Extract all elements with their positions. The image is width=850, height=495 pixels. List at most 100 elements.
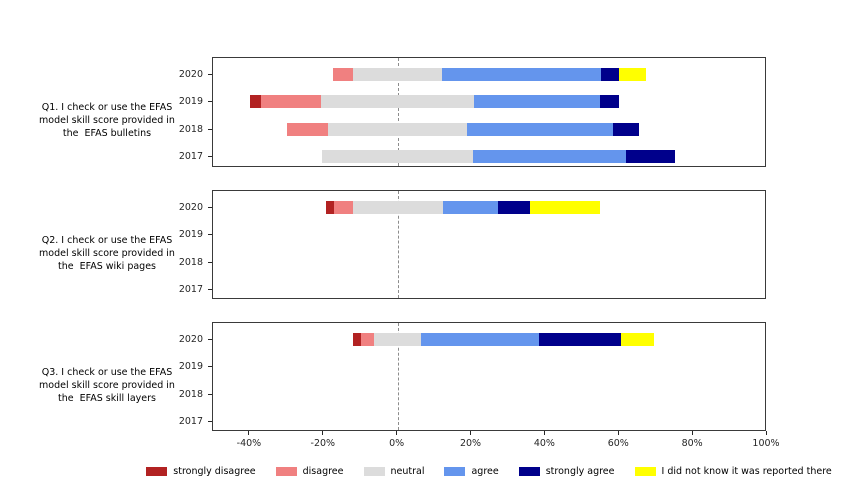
legend-label-disagree: disagree	[302, 465, 344, 477]
x-tick-label-40: 40%	[533, 438, 555, 449]
bar-segment-disagree	[260, 95, 321, 109]
bar-segment-disagree	[287, 122, 329, 136]
bar-segment-strongly_agree	[538, 333, 621, 346]
y-tick-label-2017: 2017	[178, 415, 203, 427]
x-tick-mark	[691, 431, 693, 435]
y-tick-label-2019: 2019	[178, 96, 203, 108]
y-tick-mark	[208, 207, 212, 208]
question-label-line: model skill score provided in	[39, 247, 175, 259]
bar-segment-strongly_agree	[497, 201, 531, 214]
x-tick-mark	[543, 431, 545, 435]
x-tick-label--40: -40%	[236, 438, 262, 449]
x-tick-label-0: 0%	[389, 438, 405, 449]
y-tick-mark	[208, 234, 212, 236]
bar-segment-agree	[442, 201, 498, 214]
bar-segment-agree	[474, 95, 600, 109]
question-label-line: the EFAS wiki pages	[57, 260, 157, 272]
x-tick-mark	[396, 431, 398, 435]
bar-segment-neutral	[374, 333, 422, 346]
x-tick-label-20: 20%	[459, 438, 482, 449]
legend-label-agree: agree	[471, 465, 499, 477]
bar-segment-agree	[473, 149, 626, 163]
y-tick-mark	[208, 393, 212, 395]
bar-segment-neutral	[322, 149, 473, 163]
legend-swatch-strongly_disagree	[146, 466, 168, 476]
question-label-line: the EFAS skill layers	[58, 392, 156, 404]
bar-segment-strongly_disagree	[325, 201, 334, 214]
legend-label-strongly_disagree: strongly disagree	[173, 465, 256, 477]
legend-item-neutral: neutral	[363, 465, 425, 477]
y-tick-label-2018: 2018	[178, 388, 203, 400]
y-tick-label-2019: 2019	[178, 229, 203, 241]
bar-segment-disagree	[332, 68, 354, 81]
bar-segment-strongly_agree	[600, 68, 620, 81]
legend-swatch-agree	[444, 466, 466, 476]
bar-segment-neutral	[353, 68, 443, 81]
y-tick-mark	[208, 74, 212, 75]
legend-item-agree: agree	[444, 465, 499, 477]
y-tick-label-2020: 2020	[178, 334, 203, 345]
legend-item-strongly_agree: strongly agree	[518, 465, 615, 477]
plot-panel-q3: 2020 2019 2018 2017	[179, 322, 766, 431]
legend-item-strongly_disagree: strongly disagree	[146, 465, 256, 477]
bar-segment-disagree	[361, 333, 375, 346]
zero-dashed-line	[397, 58, 399, 166]
question-label-line: the EFAS bulletins	[62, 128, 152, 139]
x-tick-label-100: 100%	[752, 438, 780, 449]
bar-segment-disagree	[333, 201, 353, 214]
x-tick-mark	[248, 431, 250, 435]
legend: strongly disagree disagree neutral agree str…	[146, 464, 832, 478]
plot-panel-q2: 2020 2019 2018 2017	[179, 190, 766, 299]
y-tick-label-2017: 2017	[178, 283, 203, 295]
legend-item-disagree: disagree	[275, 465, 344, 477]
bar-segment-strongly_agree	[612, 122, 639, 136]
y-tick-mark	[208, 339, 212, 340]
bar-segment-neutral	[320, 95, 475, 109]
zero-dashed-line	[397, 191, 399, 298]
question-label-q2: Q2. I check or use the EFAS model skill s…	[8, 234, 206, 273]
question-label-line: Q2. I check or use the EFAS	[41, 234, 173, 246]
x-tick-mark	[617, 431, 619, 435]
legend-swatch-neutral	[363, 466, 385, 476]
bar-segment-did_not_know	[620, 333, 655, 346]
y-tick-label-2018: 2018	[178, 123, 203, 135]
legend-swatch-strongly_agree	[518, 466, 540, 476]
legend-label-did_not_know: I did not know it was reported there	[661, 465, 832, 477]
bar-segment-agree	[442, 68, 601, 81]
y-tick-label-2017: 2017	[178, 150, 203, 162]
y-tick-label-2020: 2020	[178, 202, 203, 213]
question-label-line: model skill score provided in	[39, 115, 175, 126]
y-tick-mark	[208, 288, 212, 290]
zero-dashed-line	[397, 323, 399, 430]
x-tick-label--20: -20%	[310, 438, 336, 449]
bar-segment-strongly_agree	[625, 149, 675, 163]
x-tick-label-60: 60%	[607, 438, 629, 449]
x-tick-mark	[470, 431, 472, 435]
y-tick-label-2019: 2019	[178, 361, 203, 373]
bar-segment-did_not_know	[530, 201, 600, 214]
legend-swatch-did_not_know	[634, 466, 656, 476]
question-label-line: Q1. I check or use the EFAS	[41, 102, 173, 113]
question-label-q3: Q3. I check or use the EFAS model skill s…	[8, 366, 206, 405]
question-label-q1: Q1. I check or use the EFAS model skill s…	[8, 101, 206, 140]
y-tick-mark	[208, 101, 212, 103]
legend-label-strongly_agree: strongly agree	[545, 465, 615, 477]
y-tick-mark	[208, 155, 212, 157]
y-tick-mark	[208, 366, 212, 368]
y-tick-mark	[208, 261, 212, 263]
bar-segment-agree	[421, 333, 539, 346]
legend-swatch-disagree	[275, 466, 297, 476]
legend-label-neutral: neutral	[390, 465, 425, 477]
x-tick-mark	[322, 431, 324, 435]
bar-segment-strongly_disagree	[352, 333, 362, 346]
x-tick-label-80: 80%	[681, 438, 703, 449]
bar-segment-strongly_agree	[599, 95, 620, 109]
bar-segment-strongly_disagree	[250, 95, 261, 109]
plot-panel-q1: 2020 2019 2018 2017	[179, 57, 766, 167]
x-tick-mark	[765, 431, 767, 435]
bar-segment-agree	[467, 122, 613, 136]
legend-item-did_not_know: I did not know it was reported there	[634, 465, 832, 477]
y-tick-label-2018: 2018	[178, 256, 203, 268]
y-tick-label-2020: 2020	[178, 69, 203, 80]
question-label-line: model skill score provided in	[39, 379, 175, 391]
